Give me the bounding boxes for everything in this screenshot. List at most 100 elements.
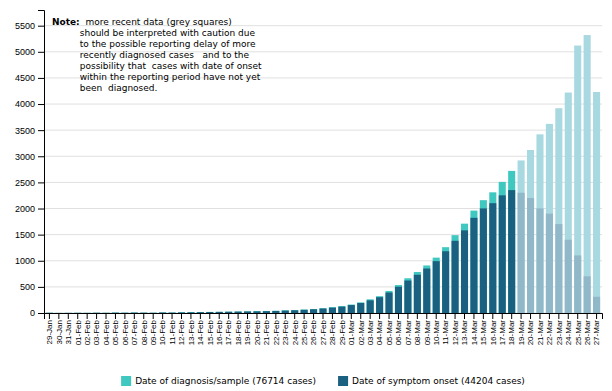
bar: [169, 312, 176, 313]
x-tick-label: 16-Mar: [489, 320, 498, 346]
bar: [159, 312, 166, 313]
bar: [338, 306, 345, 313]
x-tick: 22-Mar: [545, 313, 554, 345]
x-tick-label: 12-Feb: [177, 319, 186, 345]
x-tick: 06-Feb: [121, 313, 130, 345]
bar: [527, 150, 534, 313]
x-tick: 24-Feb: [290, 313, 299, 345]
bar: [291, 310, 298, 313]
x-tick-mark: [285, 313, 286, 319]
y-tick: 5000: [15, 47, 44, 57]
x-tick: 17-Feb: [224, 313, 233, 345]
x-tick-label: 26-Feb: [309, 319, 318, 345]
x-tick-mark: [351, 313, 352, 319]
bar: [150, 312, 157, 313]
bar: [461, 230, 468, 313]
bar: [395, 287, 402, 313]
x-tick-label: 18-Mar: [507, 320, 516, 346]
x-tick-mark: [502, 313, 503, 319]
x-tick-label: 30-Jan: [55, 320, 64, 344]
bar: [46, 312, 53, 313]
x-tick: 21-Feb: [262, 313, 271, 345]
x-tick: 19-Feb: [243, 313, 252, 345]
bar: [102, 312, 109, 313]
bar: [272, 311, 279, 313]
bar: [423, 268, 430, 313]
x-tick-mark: [473, 313, 474, 319]
bar: [216, 312, 223, 313]
x-tick-mark: [596, 313, 597, 319]
plot: 0500100015002000250030003500400045005000…: [15, 11, 603, 346]
x-tick-mark: [181, 313, 182, 319]
x-tick-label: 21-Feb: [262, 319, 271, 345]
x-tick-label: 06-Feb: [121, 319, 130, 345]
annotation-line: more recent data (grey squares): [80, 17, 232, 27]
x-tick-label: 11-Mar: [441, 320, 450, 345]
bar: [565, 93, 572, 313]
x-tick: 25-Feb: [300, 313, 309, 345]
x-tick: 09-Feb: [149, 313, 158, 345]
y-tick-label: 500: [20, 282, 35, 292]
y-tick-mark: [38, 182, 44, 183]
y-tick: 2500: [15, 178, 44, 188]
bar: [357, 303, 364, 313]
x-tick-mark: [530, 313, 531, 319]
x-tick: 20-Mar: [526, 313, 535, 345]
bar: [423, 265, 430, 313]
bar: [480, 208, 487, 313]
bar: [46, 312, 53, 313]
x-tick: 26-Mar: [583, 313, 592, 345]
bar: [310, 309, 317, 313]
y-tick-label: 4000: [15, 99, 35, 109]
annotation-line: to the possible reporting delay of more: [80, 39, 256, 49]
bar: [74, 312, 81, 313]
x-tick: 15-Feb: [206, 313, 215, 345]
x-tick: 29-Feb: [338, 313, 347, 345]
x-tick-label: 17-Mar: [498, 320, 507, 346]
bars: [46, 35, 600, 313]
bar: [244, 311, 251, 313]
x-tick-label: 26-Mar: [583, 320, 592, 346]
y-tick: 4000: [15, 99, 44, 109]
x-tick: 25-Mar: [574, 313, 583, 345]
annotation-line: within the reporting period have not yet: [80, 72, 261, 82]
x-tick-label: 04-Mar: [375, 320, 384, 346]
bar: [55, 312, 62, 313]
x-tick-label: 06-Mar: [394, 320, 403, 346]
annotation-text: more recent data (grey squares)should be…: [80, 17, 262, 93]
x-tick-mark: [209, 313, 210, 319]
x-tick-label: 08-Feb: [140, 319, 149, 345]
x-tick-mark: [323, 313, 324, 319]
x-tick: 12-Feb: [177, 313, 186, 345]
x-tick-label: 18-Feb: [234, 319, 243, 345]
bar: [319, 308, 326, 313]
x-tick-mark: [370, 313, 371, 319]
legend-item: Date of diagnosis/sample (76714 cases): [121, 376, 316, 386]
y-axis: 0500100015002000250030003500400045005000…: [15, 11, 45, 319]
bar: [112, 312, 119, 313]
bar: [508, 190, 515, 313]
x-tick-mark: [238, 313, 239, 319]
x-tick-mark: [521, 313, 522, 319]
x-tick: 23-Feb: [281, 313, 290, 345]
x-tick: 04-Mar: [375, 313, 384, 345]
bar-series: [46, 35, 600, 313]
bar: [489, 192, 496, 313]
bar: [480, 200, 487, 313]
bar: [84, 312, 91, 313]
x-tick-mark: [77, 313, 78, 319]
x-tick-label: 27-Mar: [592, 320, 601, 346]
legend-swatch: [338, 376, 348, 386]
annotation-line: possibility that cases with date of onse…: [80, 61, 262, 71]
x-tick-label: 17-Feb: [224, 319, 233, 345]
x-tick: 01-Feb: [74, 313, 83, 345]
x-tick-mark: [200, 313, 201, 319]
x-tick: 10-Feb: [158, 313, 167, 345]
y-tick-mark: [38, 261, 44, 262]
x-tick-mark: [87, 313, 88, 319]
x-tick-mark: [577, 313, 578, 319]
bar: [319, 309, 326, 313]
bar: [310, 309, 317, 313]
x-tick: 07-Mar: [404, 313, 413, 345]
bar: [159, 312, 166, 313]
